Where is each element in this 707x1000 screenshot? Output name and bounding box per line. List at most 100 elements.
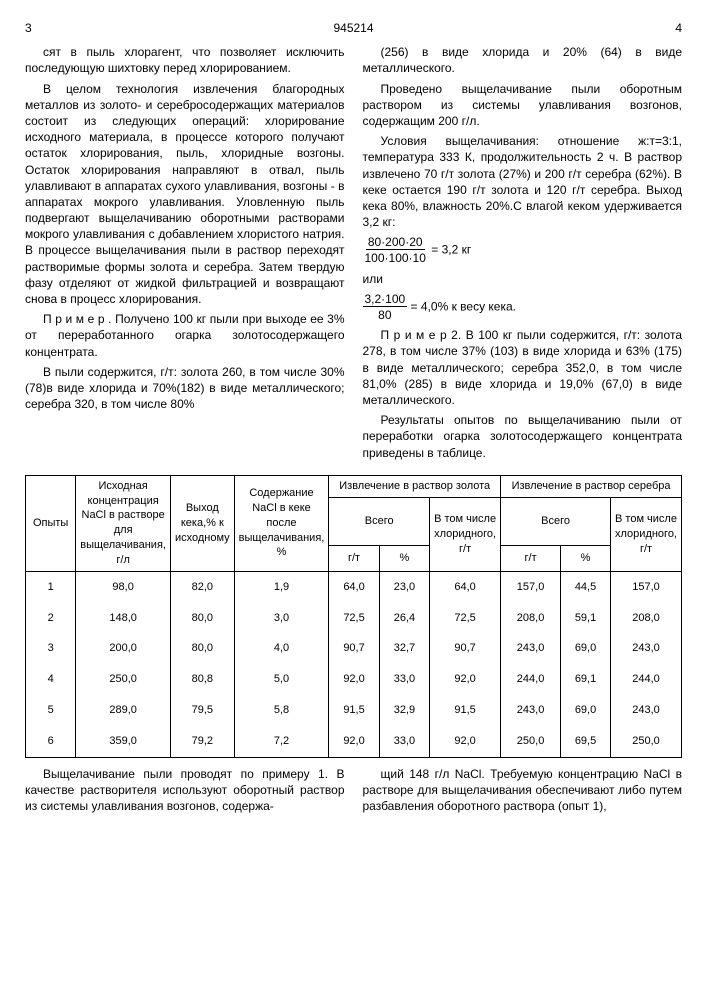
para: П р и м е р 2. В 100 кг пыли содержится,… (363, 327, 683, 408)
table-row: 3200,080,04,090,732,790,7243,069,0243,0 (26, 633, 682, 664)
table-cell: 82,0 (170, 571, 234, 602)
table-cell: 3 (26, 633, 76, 664)
table-cell: 5 (26, 695, 76, 726)
table-cell: 243,0 (611, 633, 682, 664)
table-cell: 64,0 (329, 571, 379, 602)
th-conc: Исходная концентрация NaCl в растворе дл… (76, 475, 171, 571)
table-cell: 92,0 (329, 726, 379, 757)
th-gold: Извлечение в раствор золота (329, 475, 501, 497)
table-cell: 6 (26, 726, 76, 757)
table-row: 4250,080,85,092,033,092,0244,069,1244,0 (26, 664, 682, 695)
table-cell: 244,0 (501, 664, 561, 695)
table-cell: 243,0 (501, 695, 561, 726)
table-cell: 7,2 (234, 726, 329, 757)
table-cell: 359,0 (76, 726, 171, 757)
table-cell: 79,2 (170, 726, 234, 757)
right-column: (256) в виде хлорида и 20% (64) в виде м… (363, 44, 683, 465)
th-silver: Извлечение в раствор серебра (501, 475, 682, 497)
calc: 3,2·100 80 = 4,0% к весу кека. (363, 291, 683, 323)
th-nacl: Содержание NaCl в кеке после выщелачиван… (234, 475, 329, 571)
table-cell: 80,8 (170, 664, 234, 695)
table-cell: 289,0 (76, 695, 171, 726)
body-columns: сят в пыль хлорагент, что позволяет искл… (25, 44, 682, 465)
table-cell: 72,5 (329, 603, 379, 634)
table-cell: 200,0 (76, 633, 171, 664)
th-chlor: В том числе хлоридного, г/т (430, 497, 501, 571)
th-unit: г/т (501, 545, 561, 571)
table-cell: 1,9 (234, 571, 329, 602)
para: В целом технология извлечения благородны… (25, 81, 345, 308)
table-body: 198,082,01,964,023,064,0157,044,5157,021… (26, 571, 682, 757)
para: или (363, 271, 683, 287)
table-cell: 69,0 (561, 695, 611, 726)
table-cell: 69,0 (561, 633, 611, 664)
table-cell: 80,0 (170, 633, 234, 664)
table-cell: 80,0 (170, 603, 234, 634)
table-cell: 244,0 (611, 664, 682, 695)
footer-columns: Выщелачивание пыли проводят по примеру 1… (25, 766, 682, 819)
table-cell: 1 (26, 571, 76, 602)
table-cell: 69,1 (561, 664, 611, 695)
para: Выщелачивание пыли проводят по примеру 1… (25, 766, 345, 815)
th-vyhod: Выход кека,% к исходному (170, 475, 234, 571)
table-cell: 243,0 (611, 695, 682, 726)
footer-right: щий 148 г/л NaCl. Требуемую концентрацию… (363, 766, 683, 819)
table-cell: 33,0 (379, 664, 429, 695)
calc: 80·200·20 100·100·10 = 3,2 кг (363, 234, 683, 266)
table-cell: 92,0 (329, 664, 379, 695)
table-cell: 250,0 (611, 726, 682, 757)
para: В пыли содержится, г/т: золота 260, в то… (25, 364, 345, 413)
table-cell: 69,5 (561, 726, 611, 757)
th-unit: % (561, 545, 611, 571)
table-cell: 26,4 (379, 603, 429, 634)
table-cell: 2 (26, 603, 76, 634)
table-cell: 3,0 (234, 603, 329, 634)
table-cell: 91,5 (430, 695, 501, 726)
table-cell: 250,0 (501, 726, 561, 757)
para: Результаты опытов по выщелачиванию пыли … (363, 412, 683, 461)
table-cell: 157,0 (611, 571, 682, 602)
table-cell: 157,0 (501, 571, 561, 602)
results-table: Опыты Исходная концентрация NaCl в раств… (25, 475, 682, 758)
para: П р и м е р . Получено 100 кг пыли при в… (25, 311, 345, 360)
page-num-left: 3 (25, 20, 32, 36)
page-header: 3 945214 4 (25, 20, 682, 36)
th-vsego: Всего (501, 497, 611, 545)
table-cell: 98,0 (76, 571, 171, 602)
table-cell: 90,7 (430, 633, 501, 664)
para: (256) в виде хлорида и 20% (64) в виде м… (363, 44, 683, 76)
th-vsego: Всего (329, 497, 430, 545)
table-cell: 243,0 (501, 633, 561, 664)
th-unit: г/т (329, 545, 379, 571)
left-column: сят в пыль хлорагент, что позволяет искл… (25, 44, 345, 465)
table-cell: 4 (26, 664, 76, 695)
table-cell: 32,9 (379, 695, 429, 726)
table-cell: 90,7 (329, 633, 379, 664)
table-cell: 72,5 (430, 603, 501, 634)
table-cell: 64,0 (430, 571, 501, 602)
fraction: 80·200·20 100·100·10 (363, 234, 428, 266)
para: Проведено выщелачивание пыли оборотным р… (363, 81, 683, 130)
table-cell: 4,0 (234, 633, 329, 664)
th-unit: % (379, 545, 429, 571)
th-opyty: Опыты (26, 475, 76, 571)
table-cell: 44,5 (561, 571, 611, 602)
para: сят в пыль хлорагент, что позволяет искл… (25, 44, 345, 76)
table-cell: 5,0 (234, 664, 329, 695)
table-row: 198,082,01,964,023,064,0157,044,5157,0 (26, 571, 682, 602)
table-cell: 23,0 (379, 571, 429, 602)
table-row: 2148,080,03,072,526,472,5208,059,1208,0 (26, 603, 682, 634)
th-chlor: В том числе хлоридного, г/т (611, 497, 682, 571)
table-cell: 208,0 (501, 603, 561, 634)
footer-left: Выщелачивание пыли проводят по примеру 1… (25, 766, 345, 819)
para: Условия выщелачивания: отношение ж:т=3:1… (363, 133, 683, 230)
table-cell: 208,0 (611, 603, 682, 634)
table-cell: 32,7 (379, 633, 429, 664)
table-cell: 59,1 (561, 603, 611, 634)
table-cell: 5,8 (234, 695, 329, 726)
table-cell: 92,0 (430, 664, 501, 695)
table-cell: 250,0 (76, 664, 171, 695)
table-cell: 33,0 (379, 726, 429, 757)
table-row: 6359,079,27,292,033,092,0250,069,5250,0 (26, 726, 682, 757)
table-cell: 79,5 (170, 695, 234, 726)
